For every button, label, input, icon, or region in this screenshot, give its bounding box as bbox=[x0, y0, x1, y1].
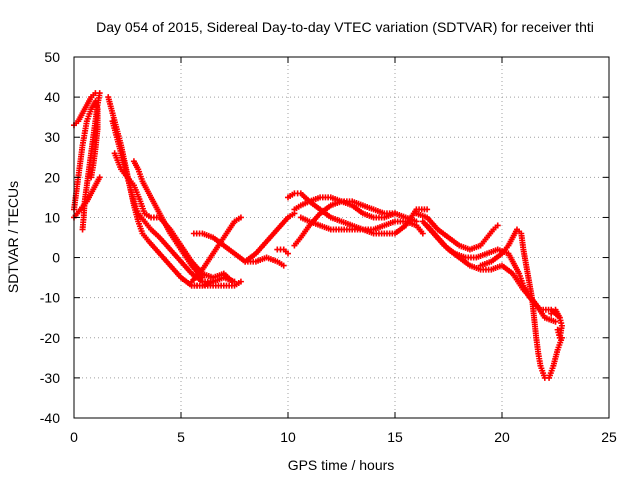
x-tick-label: 0 bbox=[70, 429, 78, 445]
y-tick-label: -40 bbox=[40, 410, 60, 426]
series-arc-21 bbox=[548, 306, 565, 341]
data-point bbox=[413, 218, 420, 225]
y-tick-label: 50 bbox=[44, 49, 60, 65]
y-tick-label: 40 bbox=[44, 89, 60, 105]
y-tick-label: 20 bbox=[44, 169, 60, 185]
data-point bbox=[199, 274, 206, 281]
series-arc-17 bbox=[413, 210, 501, 253]
grid bbox=[74, 57, 609, 418]
series-arc-7 bbox=[130, 158, 206, 281]
x-tick-label: 25 bbox=[601, 429, 617, 445]
data-point bbox=[554, 326, 561, 333]
series-arc-20 bbox=[477, 226, 565, 381]
data-point bbox=[494, 222, 501, 229]
series-arc-2 bbox=[71, 98, 101, 213]
data-point bbox=[237, 278, 244, 285]
x-tick-label: 10 bbox=[280, 429, 296, 445]
series-arc-12 bbox=[274, 246, 291, 257]
plot-frame bbox=[73, 56, 610, 419]
data-point bbox=[392, 210, 398, 217]
series-arc-4 bbox=[105, 94, 238, 289]
data-points bbox=[71, 90, 565, 381]
data-point bbox=[419, 230, 426, 237]
x-tick-label: 5 bbox=[177, 429, 185, 445]
data-point bbox=[552, 318, 559, 325]
data-point bbox=[79, 226, 86, 233]
chart-title: Day 054 of 2015, Sidereal Day-to-day VTE… bbox=[96, 19, 594, 35]
data-point bbox=[280, 262, 287, 269]
axis-ticks: 0 5 10 15 20 25 -40 -30 -20 -10 0 10 20 30 40 50 bbox=[40, 49, 617, 445]
x-axis-label: GPS time / hours bbox=[288, 457, 395, 473]
y-axis-label: SDTVAR / TECUs bbox=[5, 181, 21, 293]
series-arc-16 bbox=[297, 206, 431, 237]
data-point bbox=[285, 250, 291, 257]
series-arc-19 bbox=[424, 222, 559, 325]
series-arc-11 bbox=[242, 210, 298, 265]
y-tick-label: -30 bbox=[40, 370, 60, 386]
data-point bbox=[88, 174, 95, 181]
y-tick-label: 0 bbox=[52, 250, 60, 266]
data-point bbox=[96, 174, 103, 181]
y-tick-label: -20 bbox=[40, 330, 60, 346]
y-tick-label: 30 bbox=[44, 129, 60, 145]
x-tick-label: 15 bbox=[387, 429, 403, 445]
series-arc-15 bbox=[291, 194, 398, 217]
data-point bbox=[237, 214, 244, 221]
y-tick-label: -10 bbox=[40, 290, 60, 306]
y-tick-label: 10 bbox=[44, 209, 60, 225]
x-tick-label: 20 bbox=[494, 429, 510, 445]
data-point bbox=[424, 206, 431, 213]
series-arc-10 bbox=[190, 230, 287, 269]
series-arc-8 bbox=[188, 278, 244, 289]
series-arc-9 bbox=[188, 214, 244, 285]
